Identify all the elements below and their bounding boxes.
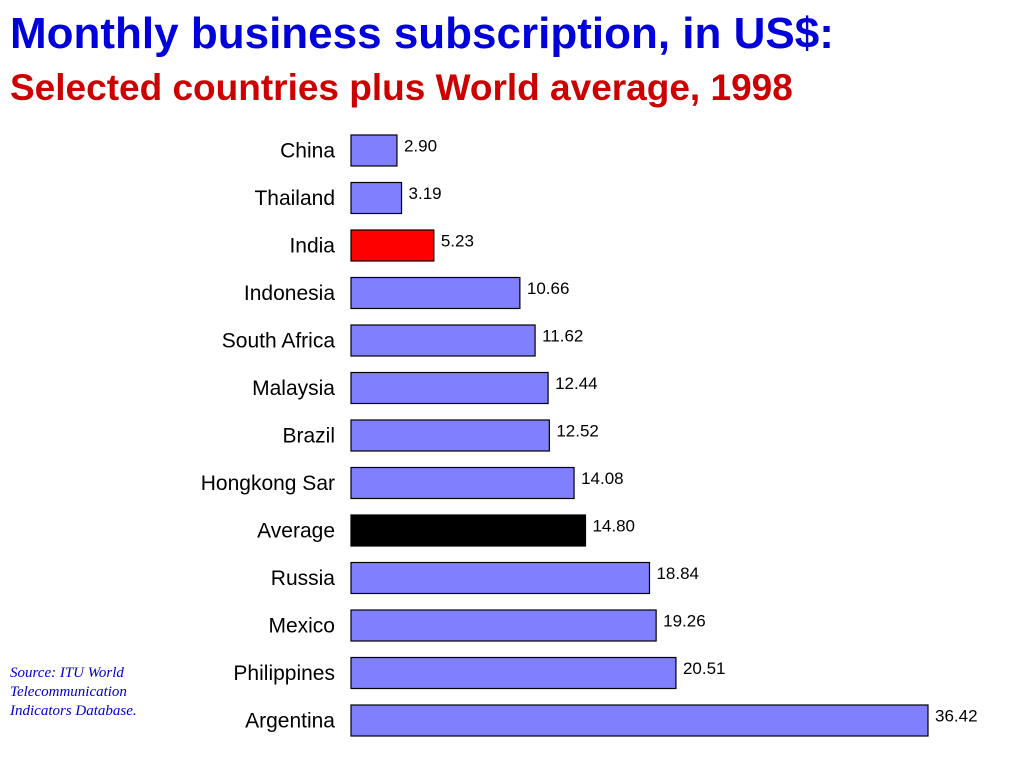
bar-china bbox=[350, 134, 398, 167]
value-label: 3.19 bbox=[409, 184, 442, 203]
value-label: 5.23 bbox=[441, 232, 474, 251]
bar-argentina bbox=[350, 704, 929, 737]
value-label: 12.44 bbox=[555, 374, 598, 393]
value-label: 10.66 bbox=[527, 279, 570, 298]
bar-indonesia bbox=[350, 276, 521, 310]
bar-mexico bbox=[350, 609, 657, 642]
category-label: Hongkong Sar bbox=[201, 472, 335, 495]
category-label: Russia bbox=[271, 567, 336, 590]
source-line: Source: ITU World bbox=[10, 665, 124, 681]
value-label: 11.62 bbox=[542, 327, 583, 346]
bar-brazil bbox=[350, 419, 550, 452]
value-label: 12.52 bbox=[556, 422, 599, 441]
category-label: Malaysia bbox=[252, 377, 335, 400]
category-label: Average bbox=[257, 520, 335, 543]
category-label: Indonesia bbox=[244, 282, 335, 305]
category-label: China bbox=[280, 140, 335, 163]
category-label: Thailand bbox=[254, 187, 335, 210]
bar-south-africa bbox=[350, 324, 536, 357]
bar-average bbox=[350, 514, 587, 547]
bar-india bbox=[350, 229, 435, 262]
chart-title: Monthly business subscription, in US$: bbox=[10, 9, 834, 58]
value-label: 36.42 bbox=[935, 707, 978, 726]
value-label: 18.84 bbox=[656, 564, 699, 583]
source-line: Telecommunication bbox=[10, 684, 127, 700]
category-label: Brazil bbox=[282, 425, 335, 448]
bar-russia bbox=[350, 561, 651, 595]
bar-philippines bbox=[350, 656, 677, 690]
bar-thailand bbox=[350, 181, 403, 215]
chart-subtitle: Selected countries plus World average, 1… bbox=[10, 67, 793, 108]
value-label: 20.51 bbox=[683, 659, 726, 678]
value-label: 19.26 bbox=[663, 612, 706, 631]
category-label: Mexico bbox=[268, 615, 335, 638]
bar-malaysia bbox=[350, 371, 549, 405]
category-label: South Africa bbox=[222, 330, 336, 353]
source-note: Source: ITU World Telecommunication Indi… bbox=[10, 664, 195, 721]
bar-hongkong-sar bbox=[350, 466, 575, 500]
source-line: Indicators Database. bbox=[10, 703, 137, 719]
category-label: India bbox=[289, 235, 335, 258]
value-label: 14.80 bbox=[592, 517, 635, 536]
value-label: 14.08 bbox=[581, 469, 624, 488]
category-label: Argentina bbox=[245, 710, 335, 733]
category-label: Philippines bbox=[233, 662, 335, 685]
value-label: 2.90 bbox=[404, 137, 437, 156]
